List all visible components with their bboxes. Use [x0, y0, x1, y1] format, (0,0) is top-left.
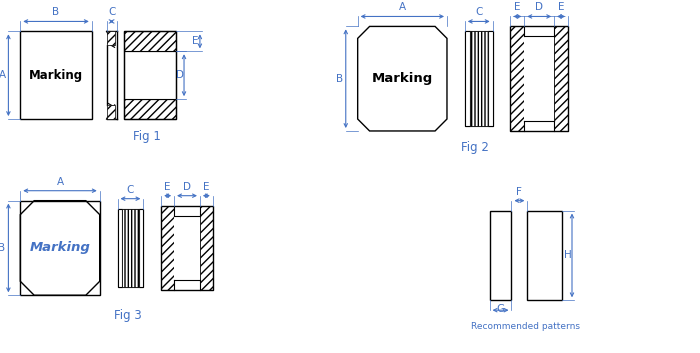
Bar [524, 36, 554, 121]
Bar [139, 209, 144, 287]
Bar [527, 211, 562, 300]
Bar [554, 26, 568, 131]
Text: H: H [564, 250, 572, 261]
Text: B: B [0, 243, 6, 253]
Text: B: B [336, 74, 343, 84]
Text: Fig 2: Fig 2 [461, 142, 489, 154]
Text: A: A [57, 177, 64, 187]
Text: Marking: Marking [29, 69, 83, 82]
Text: E: E [558, 2, 564, 12]
Bar [465, 31, 470, 126]
Text: E: E [192, 36, 199, 46]
Bar [200, 206, 213, 290]
Bar [106, 105, 115, 119]
Text: C: C [475, 7, 482, 17]
Bar [20, 201, 99, 295]
Text: D: D [176, 70, 184, 80]
Text: Marking: Marking [372, 72, 433, 85]
Bar [488, 31, 493, 126]
Bar [510, 26, 524, 131]
Text: E: E [164, 182, 171, 192]
Bar [118, 209, 144, 287]
Bar [125, 51, 176, 99]
Text: A: A [399, 2, 406, 12]
Text: Fig 3: Fig 3 [113, 309, 141, 322]
Bar [161, 206, 174, 290]
Bar [20, 31, 92, 119]
Text: C: C [108, 7, 116, 17]
Text: E: E [203, 182, 209, 192]
Text: F: F [517, 187, 522, 197]
Bar [161, 206, 213, 290]
Bar [106, 31, 115, 45]
Bar [174, 216, 200, 280]
Text: G: G [496, 304, 505, 314]
Text: Fig 1: Fig 1 [134, 131, 161, 143]
Bar [470, 31, 488, 126]
Text: B: B [52, 7, 60, 17]
Text: Marking: Marking [29, 241, 90, 255]
Text: C: C [127, 185, 134, 195]
Bar [125, 99, 176, 119]
Text: E: E [514, 2, 521, 12]
Text: D: D [183, 182, 191, 192]
Bar [118, 209, 122, 287]
Bar [125, 31, 176, 119]
Bar [122, 209, 139, 287]
Bar [125, 31, 176, 51]
Bar [510, 26, 568, 131]
Text: A: A [0, 70, 6, 80]
Bar [489, 211, 512, 300]
Bar [465, 31, 493, 126]
Text: Recommended patterns: Recommended patterns [471, 322, 580, 331]
Text: D: D [536, 2, 543, 12]
